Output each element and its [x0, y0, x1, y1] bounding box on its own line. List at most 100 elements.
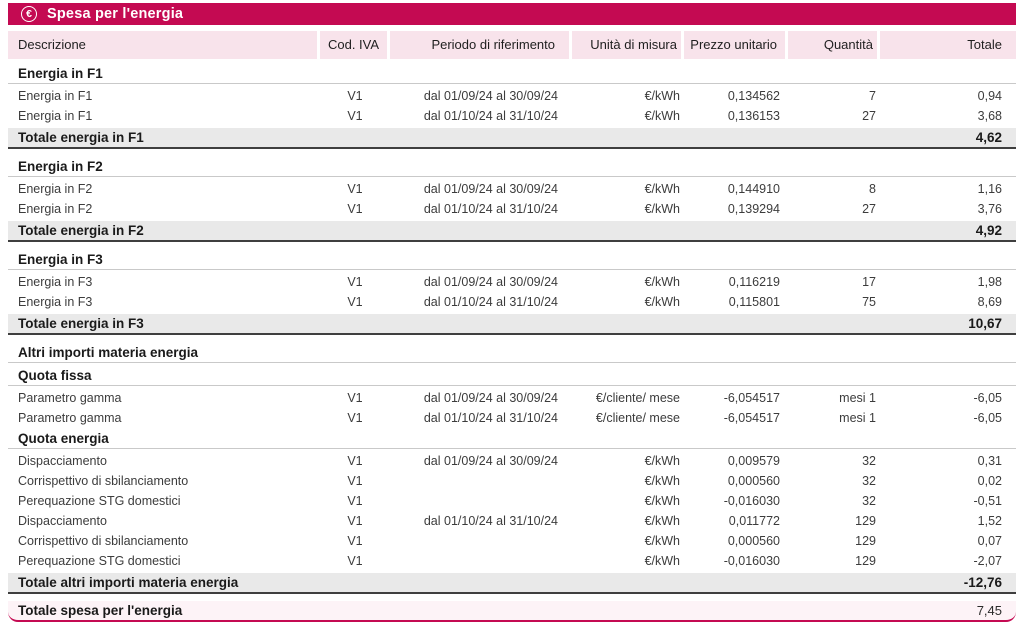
- cell-descrizione: Parametro gamma: [18, 411, 122, 425]
- table-row: Energia in F2 V1 dal 01/10/24 al 31/10/24 €…: [8, 199, 1016, 219]
- euro-circle-icon: €: [21, 6, 37, 22]
- subtotal-value: 4,62: [975, 130, 1002, 145]
- section-header-row: Energia in F2: [8, 156, 1016, 177]
- cell-unita-di-misura: €/kWh: [644, 514, 680, 528]
- cell-quantita: 32: [862, 494, 876, 508]
- table-row: Energia in F1 V1 dal 01/10/24 al 31/10/24 €…: [8, 106, 1016, 126]
- subtotal-label: Totale altri importi materia energia: [18, 575, 239, 590]
- cell-quantita: 32: [862, 474, 876, 488]
- cell-quantita: 32: [862, 454, 876, 468]
- cell-prezzo-unitario: 0,009579: [727, 454, 780, 468]
- cell-quantita: 27: [862, 202, 876, 216]
- cell-cod-iva: V1: [347, 554, 363, 568]
- cell-prezzo-unitario: 0,136153: [727, 109, 780, 123]
- cell-cod-iva: V1: [347, 454, 363, 468]
- cell-periodo: dal 01/09/24 al 30/09/24: [423, 454, 558, 468]
- cell-cod-iva: V1: [347, 411, 363, 425]
- grand-total-label: Totale spesa per l'energia: [18, 603, 183, 618]
- table-row: Corrispettivo di sbilanciamento V1 €/kWh 0,…: [8, 531, 1016, 551]
- cell-cod-iva: V1: [347, 391, 363, 405]
- cell-unita-di-misura: €/kWh: [644, 295, 680, 309]
- cell-prezzo-unitario: 0,139294: [727, 202, 780, 216]
- cell-totale: 3,68: [977, 109, 1002, 123]
- cell-quantita: 8: [869, 182, 876, 196]
- section-header-label: Energia in F2: [18, 159, 103, 174]
- cell-cod-iva: V1: [347, 514, 363, 528]
- section-header-row: Quota fissa: [8, 365, 1016, 386]
- table-row: Dispacciamento V1 dal 01/10/24 al 31/10/24…: [8, 511, 1016, 531]
- cell-totale: -6,05: [973, 411, 1003, 425]
- table-row: Energia in F2 V1 dal 01/09/24 al 30/09/24 €…: [8, 179, 1016, 199]
- cell-unita-di-misura: €/kWh: [644, 534, 680, 548]
- table-row: Parametro gamma V1 dal 01/10/24 al 31/10/2…: [8, 408, 1016, 428]
- cell-periodo: dal 01/10/24 al 31/10/24: [423, 411, 558, 425]
- subtotal-row: Totale energia in F1 4,62: [8, 128, 1016, 149]
- cell-quantita: mesi 1: [839, 411, 876, 425]
- subtotal-value: 10,67: [968, 316, 1002, 331]
- cell-cod-iva: V1: [347, 275, 363, 289]
- table-header-row: Descrizione Cod. IVA Periodo di riferiment…: [8, 31, 1016, 59]
- cell-periodo: dal 01/10/24 al 31/10/24: [423, 109, 558, 123]
- cell-periodo: dal 01/09/24 al 30/09/24: [423, 182, 558, 196]
- grand-total-row: Totale spesa per l'energia 7,45: [8, 601, 1016, 622]
- table-row: Perequazione STG domestici V1 €/kWh -0,0160…: [8, 551, 1016, 571]
- cell-cod-iva: V1: [347, 474, 363, 488]
- cell-prezzo-unitario: -6,054517: [723, 391, 780, 405]
- section-header-row: Energia in F1: [8, 63, 1016, 84]
- table-row: Dispacciamento V1 dal 01/09/24 al 30/09/24…: [8, 451, 1016, 471]
- table-row: Corrispettivo di sbilanciamento V1 €/kWh 0,…: [8, 471, 1016, 491]
- section-header-row: Altri importi materia energia: [8, 342, 1016, 363]
- cell-prezzo-unitario: 0,116219: [728, 275, 780, 289]
- cell-cod-iva: V1: [347, 182, 363, 196]
- cell-descrizione: Dispacciamento: [18, 514, 107, 528]
- cell-descrizione: Energia in F3: [18, 275, 93, 289]
- energy-expense-document: € Spesa per l'energia Descrizione Cod. IV…: [8, 3, 1016, 622]
- cell-descrizione: Perequazione STG domestici: [18, 494, 181, 508]
- cell-totale: 1,16: [977, 182, 1002, 196]
- euro-glyph: €: [26, 7, 32, 20]
- cell-quantita: 129: [855, 554, 876, 568]
- cell-unita-di-misura: €/cliente/ mese: [595, 411, 680, 425]
- cell-totale: 8,69: [977, 295, 1002, 309]
- cell-quantita: 75: [862, 295, 876, 309]
- cell-descrizione: Energia in F2: [18, 182, 93, 196]
- cell-prezzo-unitario: 0,144910: [727, 182, 780, 196]
- cell-quantita: 17: [862, 275, 876, 289]
- cell-prezzo-unitario: 0,000560: [727, 474, 780, 488]
- cell-unita-di-misura: €/kWh: [644, 89, 680, 103]
- cell-prezzo-unitario: 0,115801: [728, 295, 780, 309]
- cell-periodo: dal 01/10/24 al 31/10/24: [423, 202, 558, 216]
- cell-unita-di-misura: €/kWh: [644, 109, 680, 123]
- subtotal-value: 4,92: [975, 223, 1002, 238]
- cell-totale: 0,02: [977, 474, 1002, 488]
- subtotal-label: Totale energia in F1: [18, 130, 144, 145]
- table-row: Energia in F3 V1 dal 01/10/24 al 31/10/24 €…: [8, 292, 1016, 312]
- cell-cod-iva: V1: [347, 295, 363, 309]
- cell-quantita: 27: [862, 109, 876, 123]
- cell-periodo: dal 01/09/24 al 30/09/24: [423, 391, 558, 405]
- cell-quantita: 129: [855, 534, 876, 548]
- cell-quantita: mesi 1: [839, 391, 876, 405]
- cell-descrizione: Corrispettivo di sbilanciamento: [18, 534, 189, 548]
- cell-prezzo-unitario: -0,016030: [723, 494, 780, 508]
- column-header-desc: Descrizione: [8, 31, 320, 59]
- cell-descrizione: Energia in F3: [18, 295, 93, 309]
- cell-descrizione: Dispacciamento: [18, 454, 107, 468]
- column-header-total: Totale: [880, 31, 1016, 59]
- cell-unita-di-misura: €/cliente/ mese: [595, 391, 680, 405]
- subtotal-label: Totale energia in F3: [18, 316, 144, 331]
- subtotal-value: -12,76: [963, 575, 1002, 590]
- cell-prezzo-unitario: 0,134562: [727, 89, 780, 103]
- cell-totale: -6,05: [973, 391, 1003, 405]
- cell-prezzo-unitario: -6,054517: [723, 411, 780, 425]
- section-header-row: Energia in F3: [8, 249, 1016, 270]
- cell-unita-di-misura: €/kWh: [644, 474, 680, 488]
- table-row: Parametro gamma V1 dal 01/09/24 al 30/09/2…: [8, 388, 1016, 408]
- cell-quantita: 129: [855, 514, 876, 528]
- cell-totale: 0,07: [977, 534, 1002, 548]
- table-row: Energia in F1 V1 dal 01/09/24 al 30/09/24 €…: [8, 86, 1016, 106]
- section-header-row: Quota energia: [8, 428, 1016, 449]
- cell-unita-di-misura: €/kWh: [644, 182, 680, 196]
- cell-totale: -2,07: [973, 554, 1003, 568]
- cell-quantita: 7: [869, 89, 876, 103]
